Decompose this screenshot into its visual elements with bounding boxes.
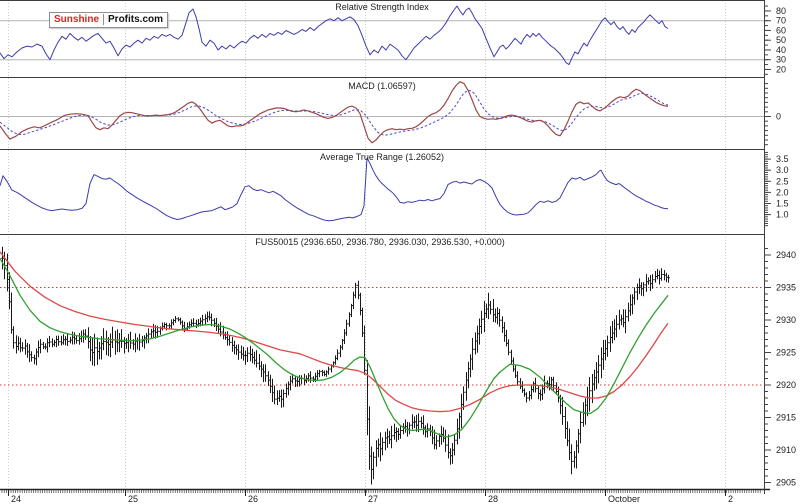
x-axis-session-label: 27 — [368, 494, 378, 504]
price-ytick-label: 2905 — [776, 478, 796, 488]
logo-brand-red: Sunshine — [54, 14, 105, 25]
macd-panel-title: MACD (1.06597) — [348, 81, 416, 91]
atr-ytick-label: 3.5 — [776, 154, 789, 164]
x-axis-session-label: 2 — [728, 494, 733, 504]
rsi-ytick-label: 50 — [776, 35, 786, 45]
price-y-axis: 2940 2935 2930 2925 2920 2915 2910 2905 — [764, 248, 796, 488]
atr-line — [0, 157, 669, 222]
rsi-ytick-label: 20 — [776, 64, 786, 74]
price-panel-title: FUS50015 (2936.650, 2936.780, 2936.030, … — [255, 237, 504, 247]
price-ytick-label: 2915 — [776, 413, 796, 423]
bottom-axis: 24 25 26 27 28 October 2 — [1, 490, 761, 504]
support-resistance-lines — [0, 287, 770, 386]
ma-fast-line — [0, 257, 669, 438]
ma-slow-line — [0, 251, 669, 413]
atr-panel-title: Average True Range (1.26052) — [320, 152, 444, 162]
macd-line — [0, 81, 669, 144]
logo-brand-black: Profits.com — [108, 14, 164, 25]
price-ytick-label: 2940 — [776, 250, 796, 260]
rsi-panel-title: Relative Strength Index — [335, 2, 429, 12]
x-axis-session-label: 26 — [248, 494, 258, 504]
session-gridlines — [8, 0, 726, 489]
level-lines — [0, 20, 764, 117]
atr-ytick-label: 1.5 — [776, 199, 789, 209]
panel-borders — [0, 0, 770, 494]
atr-ytick-label: 2.5 — [776, 176, 789, 186]
atr-y-axis: 3.53.02.52.0 1.51.0 — [764, 151, 789, 227]
atr-ytick-label: 3.0 — [776, 165, 789, 175]
price-ytick-label: 2930 — [776, 315, 796, 325]
macd-y-axis: 0 — [764, 83, 781, 146]
price-bars — [1, 246, 670, 485]
macd-ytick-label: 0 — [776, 112, 781, 122]
price-ytick-label: 2920 — [776, 380, 796, 390]
macd-signal-line — [0, 89, 669, 136]
price-ytick-label: 2935 — [776, 283, 796, 293]
rsi-ytick-label: 40 — [776, 45, 786, 55]
price-ytick-label: 2910 — [776, 445, 796, 455]
x-axis-session-label: October — [608, 494, 640, 504]
atr-ytick-label: 1.0 — [776, 210, 789, 220]
logo: Sunshine Profits.com — [49, 12, 169, 28]
x-axis-session-label: 24 — [11, 494, 21, 504]
price-ytick-label: 2925 — [776, 348, 796, 358]
rsi-line — [0, 5, 669, 66]
x-axis-session-label: 28 — [488, 494, 498, 504]
atr-ytick-label: 2.0 — [776, 187, 789, 197]
rsi-ytick-label: 80 — [776, 6, 786, 16]
rsi-ytick-label: 30 — [776, 55, 786, 65]
rsi-ytick-label: 70 — [776, 16, 786, 26]
rsi-ytick-label: 60 — [776, 25, 786, 35]
x-axis-session-label: 25 — [128, 494, 138, 504]
